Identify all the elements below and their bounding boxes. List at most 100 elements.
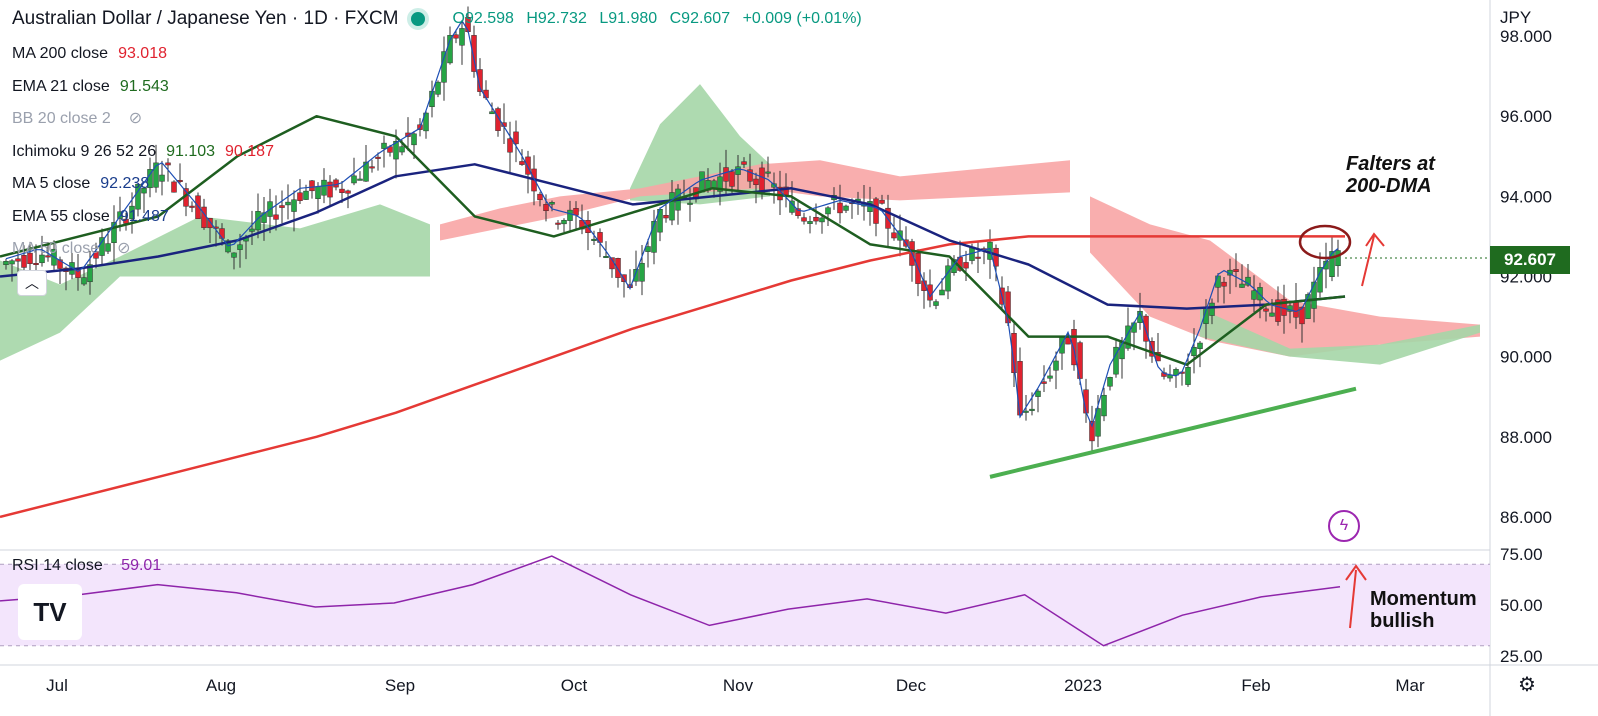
- high-value: H92.732: [526, 10, 587, 27]
- time-tick-label: Mar: [1395, 676, 1425, 695]
- candle-body: [141, 187, 147, 194]
- candle-body: [873, 198, 879, 224]
- candle-body: [933, 301, 939, 306]
- candle-body: [765, 171, 771, 174]
- rsi-tick-label: 75.00: [1500, 545, 1543, 564]
- candle-body: [939, 289, 945, 296]
- time-tick-label: Oct: [561, 676, 588, 695]
- candle-body: [537, 193, 543, 201]
- candle-body: [195, 195, 201, 219]
- candle-body: [633, 269, 639, 282]
- legend-row[interactable]: Ichimoku 9 26 52 26 91.103 90.187: [12, 136, 284, 169]
- close-value: C92.607: [669, 10, 731, 27]
- candle-body: [159, 174, 165, 182]
- candle-body: [111, 222, 117, 244]
- candle-body: [495, 108, 501, 131]
- eye-hidden-icon[interactable]: ⊘: [128, 110, 143, 127]
- legend-label: MA 200 close: [12, 45, 109, 62]
- last-price-tag: 92.607: [1490, 246, 1570, 274]
- candle-body: [711, 180, 717, 189]
- symbol-title: Australian Dollar / Japanese Yen · 1D · …: [12, 8, 399, 29]
- candle-body: [1011, 332, 1017, 374]
- candle-body: [393, 141, 399, 160]
- price-tick-label: 96.000: [1500, 107, 1552, 126]
- candle-body: [81, 277, 87, 285]
- tradingview-logo[interactable]: TV: [18, 584, 82, 640]
- candle-body: [795, 208, 801, 216]
- legend-row[interactable]: EMA 21 close 91.543: [12, 71, 284, 104]
- legend-row[interactable]: MA 5 close 92.238: [12, 168, 284, 201]
- candle-body: [93, 251, 99, 259]
- legend-value: 90.187: [225, 142, 274, 160]
- candle-body: [1275, 299, 1281, 322]
- legend-label: MA 5 close: [12, 175, 91, 192]
- open-value: O92.598: [452, 10, 514, 27]
- candle-body: [1239, 283, 1245, 288]
- candle-body: [1035, 390, 1041, 397]
- candle-body: [327, 181, 333, 198]
- candle-body: [153, 162, 159, 188]
- candle-body: [105, 243, 111, 252]
- momentum-arrow-icon: [1345, 564, 1367, 629]
- candle-body: [753, 178, 759, 185]
- candle-body: [309, 180, 315, 192]
- candle-body: [1329, 251, 1335, 277]
- candle-body: [1053, 360, 1059, 371]
- candle-body: [801, 217, 807, 222]
- candle-body: [357, 178, 363, 181]
- candle-body: [519, 161, 525, 165]
- candle-body: [1143, 315, 1149, 342]
- candle-body: [57, 259, 63, 269]
- candle-body: [189, 205, 195, 208]
- candle-body: [1185, 367, 1191, 385]
- candle-body: [297, 192, 303, 201]
- cloud-green-area: [1200, 308, 1480, 365]
- legend-label: EMA 55 close: [12, 207, 110, 225]
- candle-body: [207, 218, 213, 229]
- candle-body: [1323, 260, 1329, 270]
- candle-body: [381, 142, 387, 149]
- candle-body: [423, 112, 429, 132]
- price-tick-label: 94.000: [1500, 187, 1552, 206]
- candle-body: [1041, 381, 1047, 384]
- candle-body: [369, 166, 375, 169]
- candle-body: [759, 167, 765, 194]
- price-tick-label: 90.000: [1500, 348, 1552, 367]
- legend-row[interactable]: MA 50 close ⊘: [12, 233, 284, 266]
- eye-hidden-icon[interactable]: ⊘: [117, 240, 131, 257]
- candle-body: [507, 138, 513, 153]
- cloud-green-area: [0, 204, 430, 361]
- candle-body: [411, 133, 417, 146]
- candle-body: [837, 202, 843, 214]
- candle-body: [1131, 322, 1137, 333]
- bolt-icon[interactable]: ϟ: [1328, 510, 1360, 542]
- candle-body: [39, 254, 45, 264]
- candle-body: [441, 51, 447, 83]
- candle-body: [615, 258, 621, 278]
- rsi-tick-label: 50.00: [1500, 596, 1543, 615]
- candle-body: [543, 204, 549, 212]
- legend-row[interactable]: BB 20 close 2 ⊘: [12, 103, 284, 136]
- candle-body: [237, 244, 243, 250]
- candle-body: [135, 183, 141, 210]
- candle-body: [1269, 312, 1275, 317]
- candle-body: [1089, 421, 1095, 442]
- candle-body: [21, 255, 27, 268]
- price-tick-label: 88.000: [1500, 428, 1552, 447]
- chart-title-row: Australian Dollar / Japanese Yen · 1D · …: [12, 8, 870, 30]
- candle-body: [843, 205, 849, 211]
- candle-body: [549, 202, 555, 205]
- candle-body: [735, 166, 741, 175]
- collapse-legend-button[interactable]: ︿: [17, 270, 47, 296]
- candle-body: [561, 220, 567, 225]
- change-value: +0.009 (+0.01%): [742, 10, 862, 27]
- candles: [3, 6, 1341, 451]
- legend-row[interactable]: EMA 55 close 91.487: [12, 201, 284, 234]
- annotation-marks: [1298, 224, 1490, 629]
- candle-body: [1101, 394, 1107, 417]
- candle-body: [1305, 294, 1311, 319]
- gear-icon[interactable]: ⚙: [1518, 674, 1536, 696]
- rsi-value: 59.01: [121, 557, 162, 574]
- legend-row[interactable]: MA 200 close 93.018: [12, 38, 284, 71]
